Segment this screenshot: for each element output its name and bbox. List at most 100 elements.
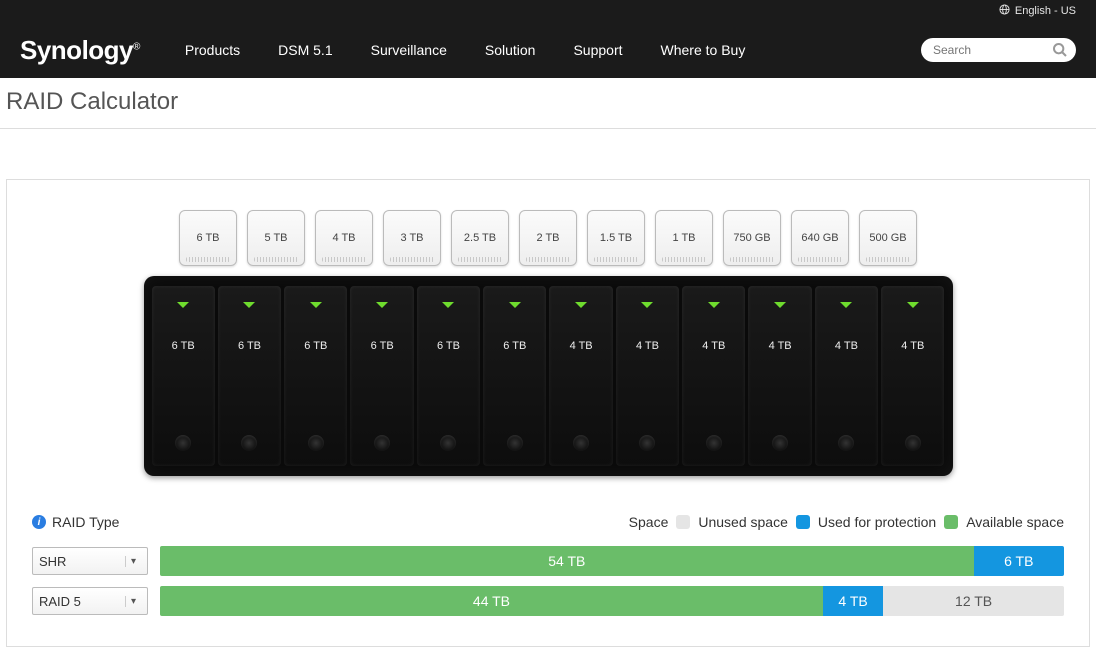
bay-led-icon <box>508 296 522 304</box>
bay-led-icon <box>773 296 787 304</box>
bay-size-label: 4 TB <box>636 340 659 352</box>
drive-size-option[interactable]: 1 TB <box>655 210 713 266</box>
legend-swatch-available <box>944 515 958 529</box>
drive-size-option[interactable]: 640 GB <box>791 210 849 266</box>
drive-size-option[interactable]: 2.5 TB <box>451 210 509 266</box>
raid-row: SHR ▾ 54 TB6 TB <box>32 546 1064 576</box>
bay-led-icon <box>574 296 588 304</box>
bay-eject-icon <box>905 435 921 451</box>
bay-size-label: 6 TB <box>371 340 394 352</box>
capacity-bar: 44 TB4 TB12 TB <box>160 586 1064 616</box>
search-wrap <box>921 38 1076 62</box>
drive-size-label: 1 TB <box>672 232 695 244</box>
bay-led-icon <box>640 296 654 304</box>
drive-vents-icon <box>526 257 570 262</box>
bay-led-icon <box>242 296 256 304</box>
bay-size-label: 6 TB <box>304 340 327 352</box>
language-selector[interactable]: English - US <box>1015 5 1076 17</box>
bay-eject-icon <box>573 435 589 451</box>
language-bar: English - US <box>0 0 1096 22</box>
drive-vents-icon <box>322 257 366 262</box>
drive-vents-icon <box>798 257 842 262</box>
raid-type-select[interactable]: RAID 5▾ <box>32 587 148 615</box>
drive-bay[interactable]: 4 TB <box>549 286 612 466</box>
drive-vents-icon <box>594 257 638 262</box>
bay-led-icon <box>441 296 455 304</box>
nav-item[interactable]: Surveillance <box>371 42 447 58</box>
bay-led-icon <box>839 296 853 304</box>
bay-eject-icon <box>706 435 722 451</box>
bay-eject-icon <box>241 435 257 451</box>
capacity-segment-protection: 6 TB <box>974 546 1064 576</box>
nav-item[interactable]: Solution <box>485 42 536 58</box>
nav-item[interactable]: Where to Buy <box>661 42 746 58</box>
drive-bay[interactable]: 6 TB <box>350 286 413 466</box>
drive-size-option[interactable]: 2 TB <box>519 210 577 266</box>
bay-size-label: 4 TB <box>835 340 858 352</box>
nas-enclosure: 6 TB6 TB6 TB6 TB6 TB6 TB4 TB4 TB4 TB4 TB… <box>144 276 953 476</box>
drive-bay[interactable]: 4 TB <box>881 286 944 466</box>
brand-logo[interactable]: Synology® <box>20 35 140 66</box>
bay-eject-icon <box>507 435 523 451</box>
legend: Space Unused space Used for protection A… <box>629 514 1064 530</box>
drive-bay[interactable]: 4 TB <box>748 286 811 466</box>
drive-bay[interactable]: 4 TB <box>682 286 745 466</box>
drive-bay[interactable]: 4 TB <box>616 286 679 466</box>
drive-bay[interactable]: 6 TB <box>483 286 546 466</box>
bay-led-icon <box>707 296 721 304</box>
bay-led-icon <box>906 296 920 304</box>
drive-vents-icon <box>254 257 298 262</box>
drive-vents-icon <box>186 257 230 262</box>
bay-size-label: 6 TB <box>437 340 460 352</box>
drive-bay[interactable]: 6 TB <box>417 286 480 466</box>
drive-bay[interactable]: 6 TB <box>152 286 215 466</box>
nav-item[interactable]: Products <box>185 42 240 58</box>
drive-size-label: 500 GB <box>869 232 906 244</box>
bay-eject-icon <box>639 435 655 451</box>
drive-vents-icon <box>662 257 706 262</box>
drive-size-option[interactable]: 500 GB <box>859 210 917 266</box>
page-title-bar: RAID Calculator <box>0 78 1096 129</box>
info-legend-row: i RAID Type Space Unused space Used for … <box>32 514 1064 530</box>
nav-item[interactable]: Support <box>573 42 622 58</box>
drive-bay[interactable]: 6 TB <box>218 286 281 466</box>
drive-size-option[interactable]: 6 TB <box>179 210 237 266</box>
search-icon[interactable] <box>1052 42 1068 58</box>
bay-eject-icon <box>440 435 456 451</box>
drive-vents-icon <box>866 257 910 262</box>
capacity-segment-protection: 4 TB <box>823 586 883 616</box>
bay-led-icon <box>176 296 190 304</box>
bay-eject-icon <box>374 435 390 451</box>
nav-item[interactable]: DSM 5.1 <box>278 42 332 58</box>
legend-protection-label: Used for protection <box>818 514 936 530</box>
drive-size-option[interactable]: 5 TB <box>247 210 305 266</box>
drive-size-option[interactable]: 4 TB <box>315 210 373 266</box>
bay-eject-icon <box>772 435 788 451</box>
info-icon[interactable]: i <box>32 515 46 529</box>
raid-type-value: SHR <box>39 554 66 569</box>
drive-size-option[interactable]: 3 TB <box>383 210 441 266</box>
drive-bay[interactable]: 4 TB <box>815 286 878 466</box>
drive-size-label: 3 TB <box>400 232 423 244</box>
legend-swatch-protection <box>796 515 810 529</box>
drive-size-option[interactable]: 750 GB <box>723 210 781 266</box>
drive-bay[interactable]: 6 TB <box>284 286 347 466</box>
bay-led-icon <box>375 296 389 304</box>
drive-size-label: 4 TB <box>332 232 355 244</box>
bay-size-label: 4 TB <box>702 340 725 352</box>
bay-led-icon <box>309 296 323 304</box>
drive-vents-icon <box>458 257 502 262</box>
bay-eject-icon <box>175 435 191 451</box>
raid-type-select[interactable]: SHR ▾ <box>32 547 148 575</box>
chevron-down-icon: ▾ <box>125 596 141 607</box>
drive-size-label: 1.5 TB <box>600 232 632 244</box>
chevron-down-icon: ▾ <box>125 556 141 567</box>
bay-eject-icon <box>308 435 324 451</box>
capacity-bar: 54 TB6 TB <box>160 546 1064 576</box>
drive-size-option[interactable]: 1.5 TB <box>587 210 645 266</box>
calculator-container: 6 TB5 TB4 TB3 TB2.5 TB2 TB1.5 TB1 TB750 … <box>6 179 1090 647</box>
bay-size-label: 4 TB <box>901 340 924 352</box>
bay-size-label: 6 TB <box>172 340 195 352</box>
main-nav: Synology® Products DSM 5.1 Surveillance Sol… <box>0 22 1096 78</box>
drive-vents-icon <box>390 257 434 262</box>
